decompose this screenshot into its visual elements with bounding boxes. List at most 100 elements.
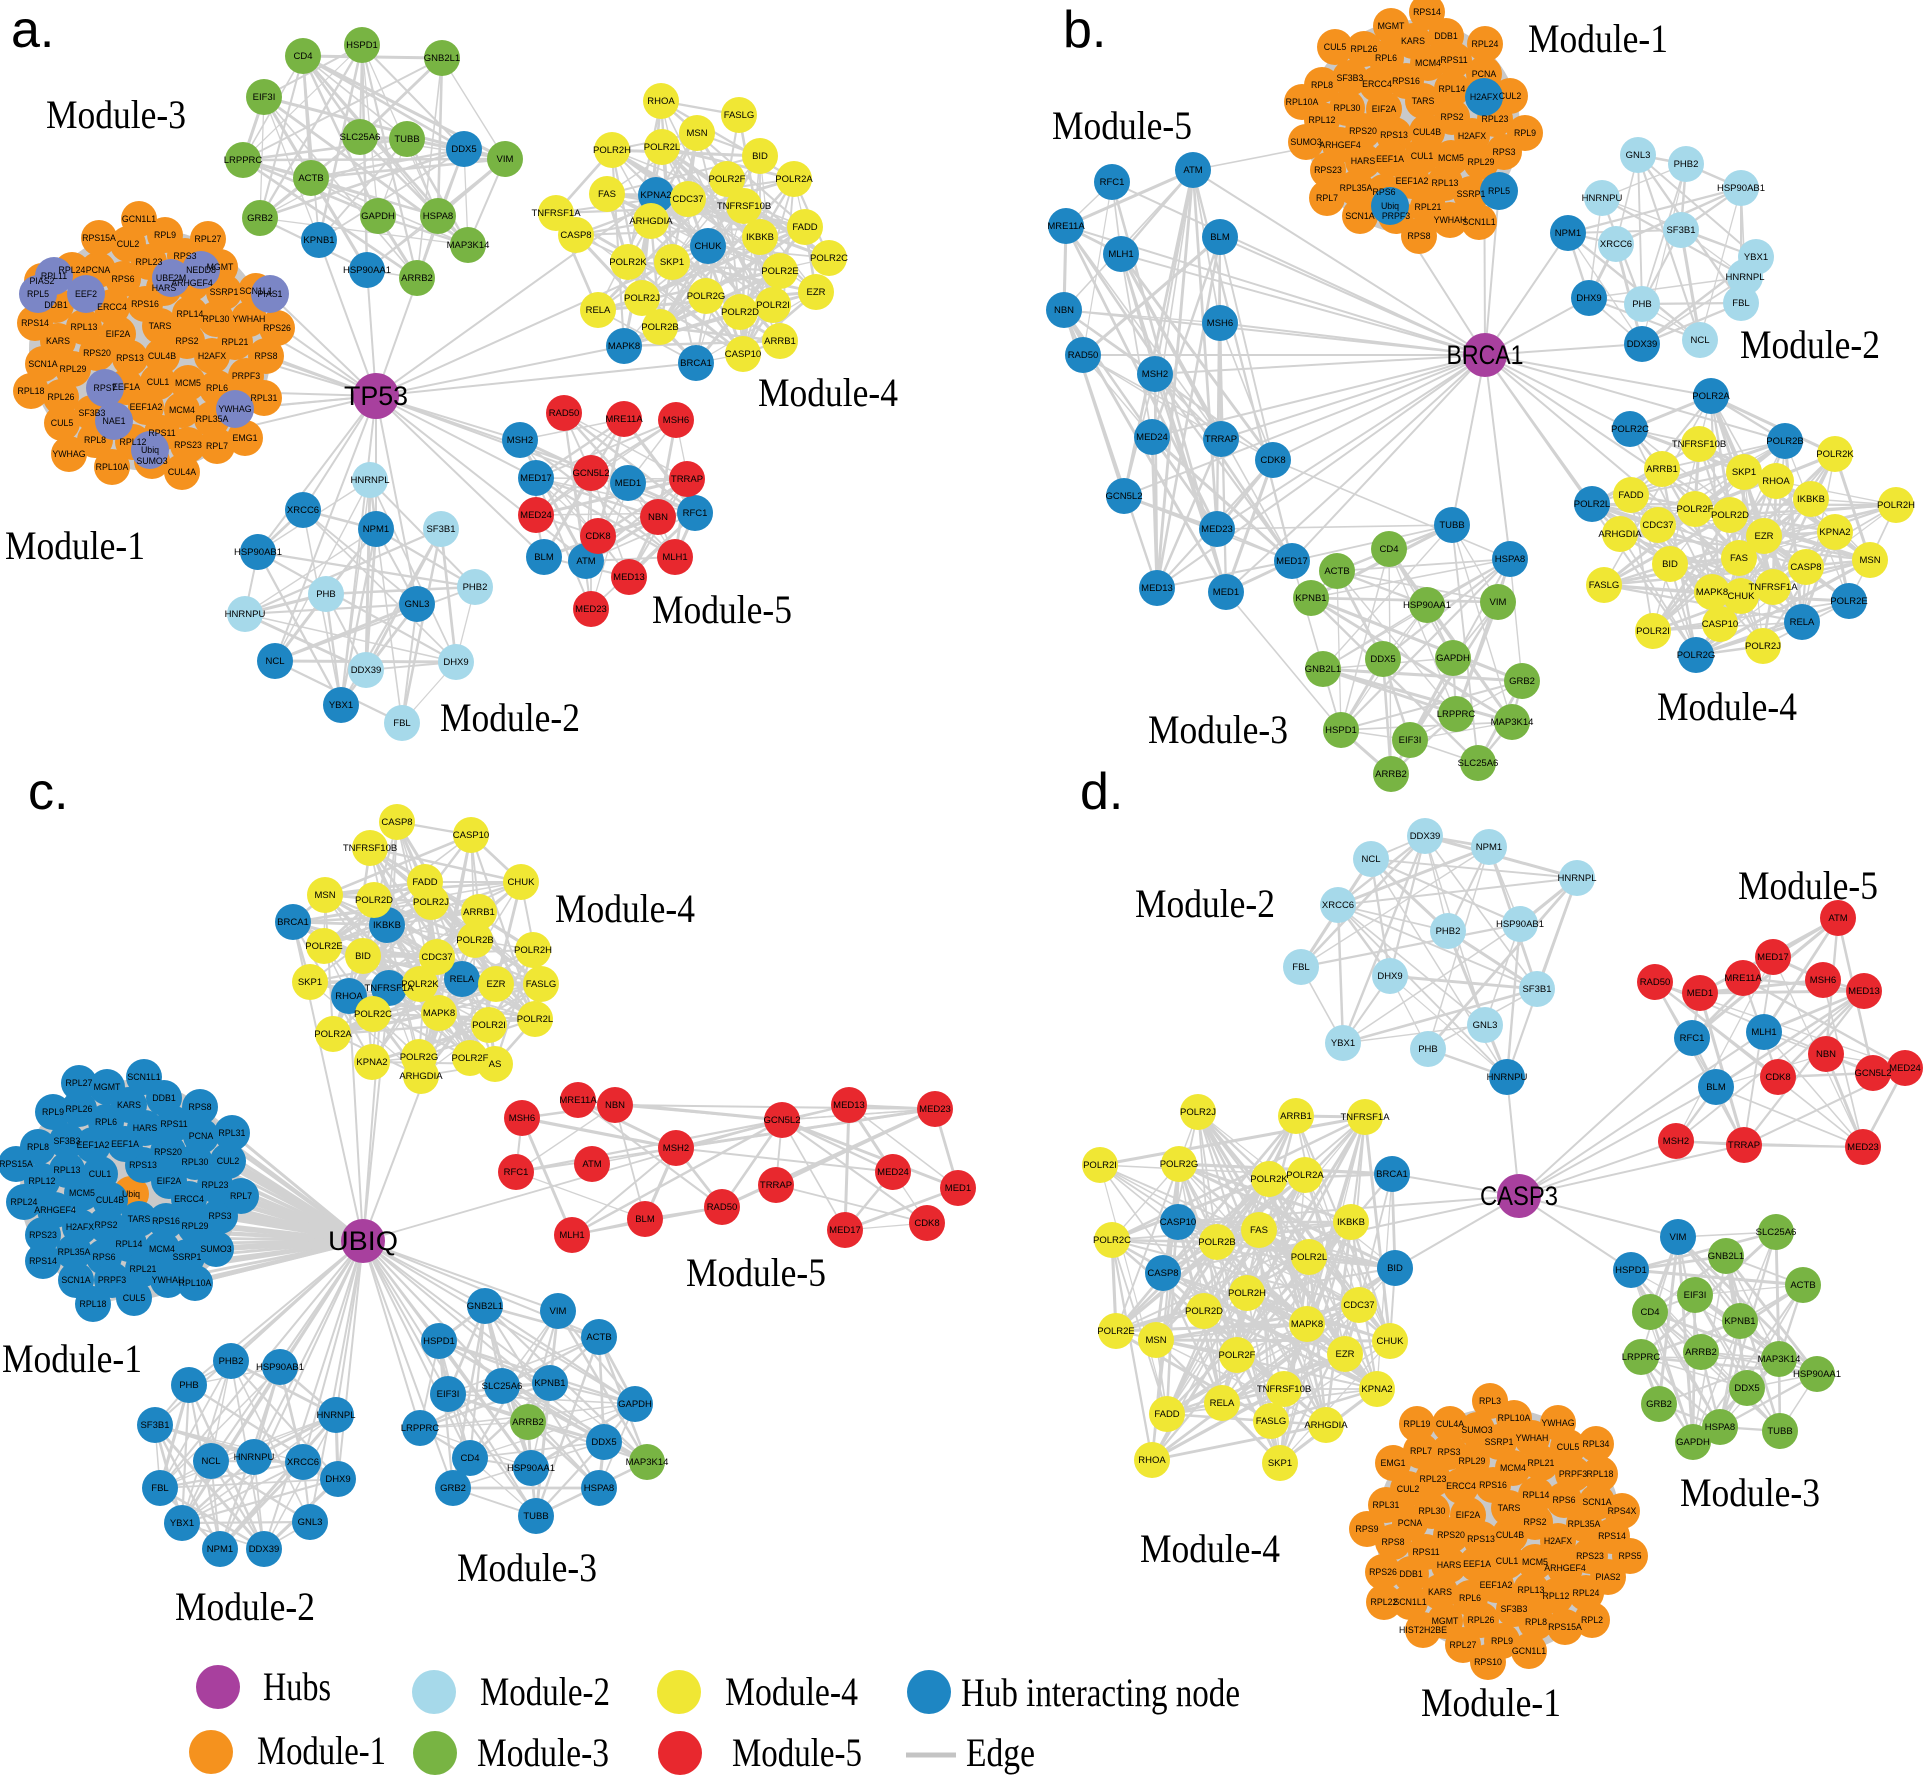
svg-text:ARHGDIA: ARHGDIA: [1598, 529, 1642, 540]
svg-text:ATM: ATM: [1183, 165, 1202, 176]
svg-text:MGMT: MGMT: [94, 1082, 121, 1092]
svg-text:HARS: HARS: [1437, 1560, 1462, 1570]
svg-text:CASP8: CASP8: [1790, 562, 1821, 573]
svg-text:YBX1: YBX1: [1331, 1038, 1355, 1049]
svg-text:H2AFX: H2AFX: [66, 1222, 94, 1232]
svg-text:RPS10: RPS10: [1474, 1657, 1502, 1667]
svg-text:SF3B3: SF3B3: [54, 1136, 81, 1146]
svg-text:RPS2: RPS2: [1524, 1517, 1547, 1527]
svg-text:POLR2J: POLR2J: [1745, 641, 1781, 652]
svg-text:RPL9: RPL9: [1491, 1636, 1513, 1646]
svg-text:BRCA1: BRCA1: [277, 917, 309, 928]
svg-text:RPS13: RPS13: [129, 1160, 157, 1170]
svg-text:GAPDH: GAPDH: [361, 211, 395, 222]
svg-text:PCNA: PCNA: [189, 1131, 214, 1141]
svg-text:CD4: CD4: [460, 1453, 479, 1464]
svg-text:CUL2: CUL2: [117, 239, 140, 249]
svg-text:YWHAH: YWHAH: [1434, 215, 1467, 225]
svg-text:SF3B1: SF3B1: [426, 524, 455, 535]
svg-text:RFC1: RFC1: [683, 508, 708, 519]
svg-text:RPL19: RPL19: [1404, 1419, 1431, 1429]
svg-text:POLR2K: POLR2K: [401, 979, 439, 990]
svg-text:HNRNPU: HNRNPU: [225, 609, 266, 620]
svg-text:CD4: CD4: [293, 51, 312, 62]
svg-text:RPL12: RPL12: [1309, 115, 1336, 125]
svg-text:CASP10: CASP10: [1160, 1217, 1196, 1228]
svg-text:RPL14: RPL14: [1523, 1490, 1550, 1500]
svg-text:POLR2C: POLR2C: [354, 1009, 392, 1020]
svg-text:SLC25A6: SLC25A6: [482, 1381, 523, 1392]
svg-text:CUL1: CUL1: [147, 377, 170, 387]
svg-text:ACTB: ACTB: [1324, 566, 1349, 577]
svg-text:RPL11: RPL11: [41, 271, 67, 281]
svg-text:RPS15A: RPS15A: [0, 1159, 33, 1169]
svg-text:MAPK8: MAPK8: [1696, 587, 1728, 598]
svg-text:RELA: RELA: [586, 305, 611, 316]
svg-text:POLR2C: POLR2C: [1093, 1235, 1131, 1246]
svg-text:KPNB1: KPNB1: [303, 235, 334, 246]
svg-text:RPL29: RPL29: [1459, 1456, 1486, 1466]
svg-text:POLR2H: POLR2H: [1228, 1288, 1266, 1299]
svg-text:FADD: FADD: [1618, 490, 1643, 501]
svg-text:YWHAG: YWHAG: [1541, 1418, 1574, 1428]
svg-text:Module-3: Module-3: [477, 1730, 609, 1775]
svg-text:PHB: PHB: [316, 589, 336, 600]
svg-text:RPL23: RPL23: [1420, 1474, 1447, 1484]
svg-text:ARRB1: ARRB1: [1646, 464, 1678, 475]
svg-text:BRCA1: BRCA1: [680, 358, 712, 369]
svg-text:HSPD1: HSPD1: [1615, 1265, 1647, 1276]
svg-text:CUL5: CUL5: [1557, 1442, 1580, 1452]
svg-text:RPS2: RPS2: [176, 336, 199, 346]
svg-text:CUL4A: CUL4A: [1436, 1419, 1464, 1429]
svg-text:PHB: PHB: [179, 1380, 199, 1391]
svg-text:RPL30: RPL30: [1419, 1506, 1446, 1516]
svg-text:MED23: MED23: [919, 1104, 951, 1115]
svg-text:Module-4: Module-4: [1140, 1526, 1280, 1571]
svg-text:RPL8: RPL8: [27, 1142, 49, 1152]
svg-text:RPS15A: RPS15A: [82, 233, 116, 243]
svg-text:POLR2B: POLR2B: [1766, 436, 1804, 447]
svg-text:RPL21: RPL21: [1415, 202, 1442, 212]
svg-text:RPS3: RPS3: [1493, 147, 1516, 157]
svg-text:CD4: CD4: [1640, 1307, 1659, 1318]
svg-text:FAS: FAS: [598, 189, 616, 200]
svg-text:MCM4: MCM4: [169, 405, 195, 415]
svg-text:Module-3: Module-3: [457, 1545, 597, 1590]
svg-text:HSPA8: HSPA8: [1495, 554, 1525, 565]
svg-text:EEF1A: EEF1A: [111, 1139, 139, 1149]
svg-text:POLR2G: POLR2G: [687, 291, 726, 302]
svg-text:Module-2: Module-2: [480, 1669, 610, 1714]
svg-text:FBL: FBL: [151, 1483, 168, 1494]
svg-text:POLR2H: POLR2H: [593, 145, 631, 156]
svg-text:ERCC4: ERCC4: [1446, 1481, 1476, 1491]
svg-text:MAP3K14: MAP3K14: [447, 240, 490, 251]
svg-text:Module-5: Module-5: [1738, 863, 1878, 908]
svg-text:UBIQ: UBIQ: [328, 1226, 398, 1256]
svg-text:SUMO3: SUMO3: [1461, 1425, 1492, 1435]
svg-text:MED1: MED1: [945, 1183, 971, 1194]
svg-text:DHX9: DHX9: [443, 657, 468, 668]
svg-text:EMG1: EMG1: [1381, 1458, 1406, 1468]
svg-text:BRCA1: BRCA1: [1376, 1169, 1408, 1180]
svg-text:Module-3: Module-3: [46, 92, 186, 137]
svg-text:MED1: MED1: [1687, 988, 1713, 999]
svg-text:RPS23: RPS23: [29, 1230, 57, 1240]
svg-text:SLC25A6: SLC25A6: [1756, 1227, 1797, 1238]
svg-text:RPL7: RPL7: [1316, 193, 1338, 203]
svg-text:TUBB: TUBB: [1439, 520, 1464, 531]
svg-text:POLR2A: POLR2A: [314, 1029, 352, 1040]
svg-text:HNRNPL: HNRNPL: [316, 1410, 355, 1421]
svg-text:POLR2E: POLR2E: [1830, 596, 1868, 607]
svg-text:RPS20: RPS20: [1349, 126, 1377, 136]
svg-text:RPL24: RPL24: [1472, 39, 1499, 49]
svg-text:SKP1: SKP1: [298, 977, 322, 988]
svg-text:Module-3: Module-3: [1148, 707, 1288, 752]
svg-text:IKBKB: IKBKB: [1337, 1217, 1365, 1228]
svg-text:H2AFX: H2AFX: [1470, 92, 1498, 102]
svg-text:POLR2A: POLR2A: [1286, 1170, 1324, 1181]
svg-text:RPL34: RPL34: [1583, 1439, 1610, 1449]
svg-text:KARS: KARS: [1401, 36, 1425, 46]
svg-text:FASLG: FASLG: [526, 979, 557, 990]
svg-text:GAPDH: GAPDH: [1436, 653, 1470, 664]
svg-text:GCN5L2: GCN5L2: [764, 1115, 801, 1126]
